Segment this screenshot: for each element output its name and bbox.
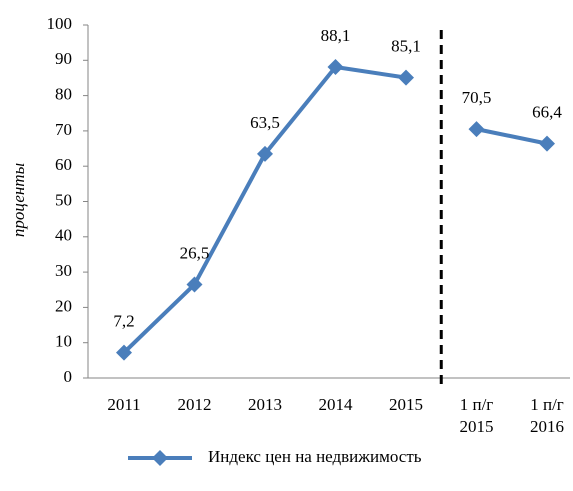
legend-marker: [152, 450, 168, 466]
y-tick-label: 20: [55, 296, 72, 315]
data-label: 66,4: [532, 103, 562, 122]
x-tick-label: 2012: [177, 395, 212, 414]
point-marker: [539, 135, 555, 152]
y-tick-label: 90: [55, 49, 72, 68]
data-label: 85,1: [391, 37, 421, 56]
y-tick-label: 40: [55, 226, 72, 245]
y-tick-label: 60: [55, 155, 72, 174]
data-label: 70,5: [462, 88, 492, 107]
y-tick-label: 80: [55, 85, 72, 104]
x-tick-label: 1 п/г 2016: [530, 395, 564, 436]
y-tick-label: 100: [47, 14, 73, 33]
data-label: 88,1: [321, 26, 351, 45]
point-marker: [327, 59, 344, 76]
y-tick-label: 0: [64, 367, 73, 386]
y-tick-label: 30: [55, 261, 72, 280]
point-marker: [398, 69, 414, 86]
legend-label: Индекс цен на недвижимость: [208, 447, 422, 466]
x-tick-label: 2014: [318, 395, 353, 414]
x-tick-label: 2013: [248, 395, 282, 414]
y-tick-label: 50: [55, 190, 72, 209]
point-marker: [186, 276, 203, 293]
data-label: 26,5: [180, 243, 210, 262]
point-marker: [468, 121, 485, 138]
y-tick-label: 70: [55, 120, 72, 139]
series-line: [476, 127, 548, 146]
data-label: 63,5: [250, 113, 280, 132]
point-marker: [257, 145, 273, 162]
y-axis-label: проценты: [9, 163, 28, 237]
x-tick-label: 2015: [389, 395, 423, 414]
x-tick-label: 2011: [107, 395, 141, 414]
data-label: 7,2: [113, 311, 134, 330]
point-marker: [116, 344, 132, 361]
series-line: [122, 65, 407, 355]
x-tick-label: 1 п/г 2015: [459, 395, 494, 436]
y-tick-label: 10: [55, 332, 72, 351]
